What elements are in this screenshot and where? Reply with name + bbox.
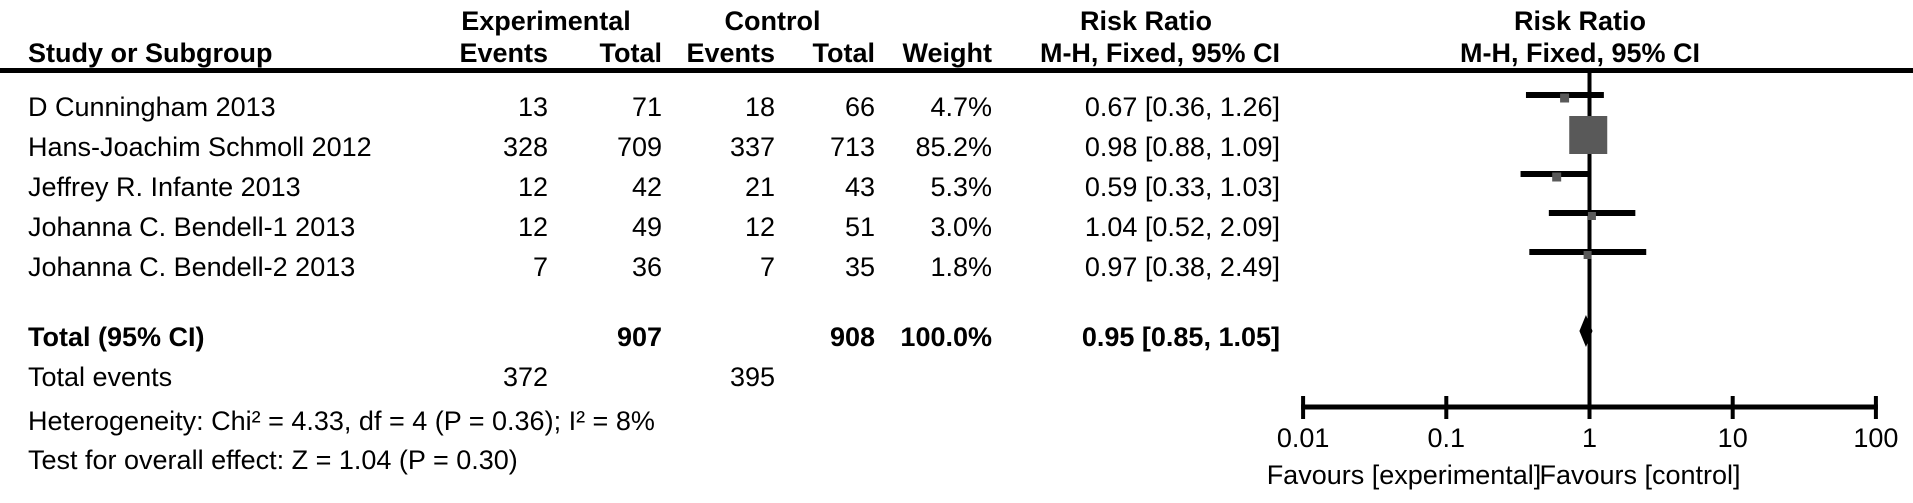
ctrl-events-cell: 7 xyxy=(759,252,775,282)
header-risk-ratio-right: Risk Ratio xyxy=(1513,6,1647,36)
effect-square xyxy=(1569,116,1608,154)
ci-cell: 0.59 [0.33, 1.03] xyxy=(1084,172,1280,202)
header-divider-rule xyxy=(0,68,1913,73)
weight-cell: 85.2% xyxy=(915,132,992,162)
total-ci: 0.95 [0.85, 1.05] xyxy=(1081,322,1280,352)
total-events-exp: 372 xyxy=(502,362,548,392)
x-axis-tick-label: 10 xyxy=(1718,423,1748,453)
ctrl-events-cell: 12 xyxy=(744,212,775,242)
exp-events-cell: 12 xyxy=(517,172,548,202)
header-study: Study or Subgroup xyxy=(28,38,420,72)
exp-total-cell: 49 xyxy=(631,212,662,242)
ctrl-events-cell: 21 xyxy=(744,172,775,202)
header-control-group: Control xyxy=(724,6,821,36)
exp-events-cell: 12 xyxy=(517,212,548,242)
exp-events-cell: 7 xyxy=(532,252,548,282)
pooled-diamond xyxy=(1579,315,1593,347)
total-label: Total (95% CI) xyxy=(28,322,205,352)
ci-cell: 1.04 [0.52, 2.09] xyxy=(1084,212,1280,242)
exp-events-cell: 13 xyxy=(517,92,548,122)
weight-cell: 1.8% xyxy=(930,252,992,282)
ci-cell: 0.67 [0.36, 1.26] xyxy=(1084,92,1280,122)
effect-square xyxy=(1552,172,1562,182)
ci-cell: 0.98 [0.88, 1.09] xyxy=(1084,132,1280,162)
header-exp-total: Total xyxy=(558,38,662,72)
ctrl-events-cell: 18 xyxy=(744,92,775,122)
header-risk-ratio-left: Risk Ratio xyxy=(1079,6,1213,36)
header-ctrl-events: Events xyxy=(670,38,775,72)
effect-square xyxy=(1583,251,1592,259)
weight-cell: 3.0% xyxy=(930,212,992,242)
ctrl-total-cell: 713 xyxy=(829,132,875,162)
effect-square xyxy=(1560,93,1570,103)
ci-cell: 0.97 [0.38, 2.49] xyxy=(1084,252,1280,282)
header-ctrl-total: Total xyxy=(783,38,875,72)
header-experimental-group: Experimental xyxy=(461,6,631,36)
total-weight: 100.0% xyxy=(900,322,992,352)
study-name: Johanna C. Bendell-1 2013 xyxy=(28,212,356,242)
exp-total-cell: 71 xyxy=(631,92,662,122)
overall-effect-stat: Test for overall effect: Z = 1.04 (P = 0… xyxy=(28,445,518,475)
favours-control-label: Favours [control] xyxy=(1539,460,1740,490)
study-name: Jeffrey R. Infante 2013 xyxy=(28,172,301,202)
weight-cell: 5.3% xyxy=(930,172,992,202)
x-axis-tick-label: 1 xyxy=(1582,423,1597,453)
header-mh-left: M-H, Fixed, 95% CI xyxy=(1012,38,1280,72)
x-axis-tick-label: 0.01 xyxy=(1277,423,1330,453)
total-exp-total: 907 xyxy=(616,322,662,352)
favours-experimental-label: Favours [experimental] xyxy=(1267,460,1542,490)
effect-square xyxy=(1587,212,1596,220)
ctrl-total-cell: 35 xyxy=(844,252,875,282)
exp-total-cell: 709 xyxy=(616,132,662,162)
header-weight: Weight xyxy=(883,38,992,72)
x-axis-tick-label: 0.1 xyxy=(1428,423,1466,453)
heterogeneity-stat: Heterogeneity: Chi² = 4.33, df = 4 (P = … xyxy=(28,406,655,436)
study-name: D Cunningham 2013 xyxy=(28,92,276,122)
weight-cell: 4.7% xyxy=(930,92,992,122)
ctrl-total-cell: 51 xyxy=(844,212,875,242)
total-ctrl-total: 908 xyxy=(829,322,875,352)
x-axis-tick-label: 100 xyxy=(1853,423,1898,453)
total-events-ctrl: 395 xyxy=(729,362,775,392)
study-name: Johanna C. Bendell-2 2013 xyxy=(28,252,356,282)
exp-total-cell: 42 xyxy=(631,172,662,202)
total-events-label: Total events xyxy=(28,362,173,392)
header-exp-events: Events xyxy=(430,38,548,72)
ctrl-total-cell: 43 xyxy=(844,172,875,202)
ctrl-total-cell: 66 xyxy=(844,92,875,122)
ctrl-events-cell: 337 xyxy=(729,132,775,162)
study-name: Hans-Joachim Schmoll 2012 xyxy=(28,132,372,162)
exp-total-cell: 36 xyxy=(631,252,662,282)
header-mh-right: M-H, Fixed, 95% CI xyxy=(1300,38,1860,72)
exp-events-cell: 328 xyxy=(502,132,548,162)
